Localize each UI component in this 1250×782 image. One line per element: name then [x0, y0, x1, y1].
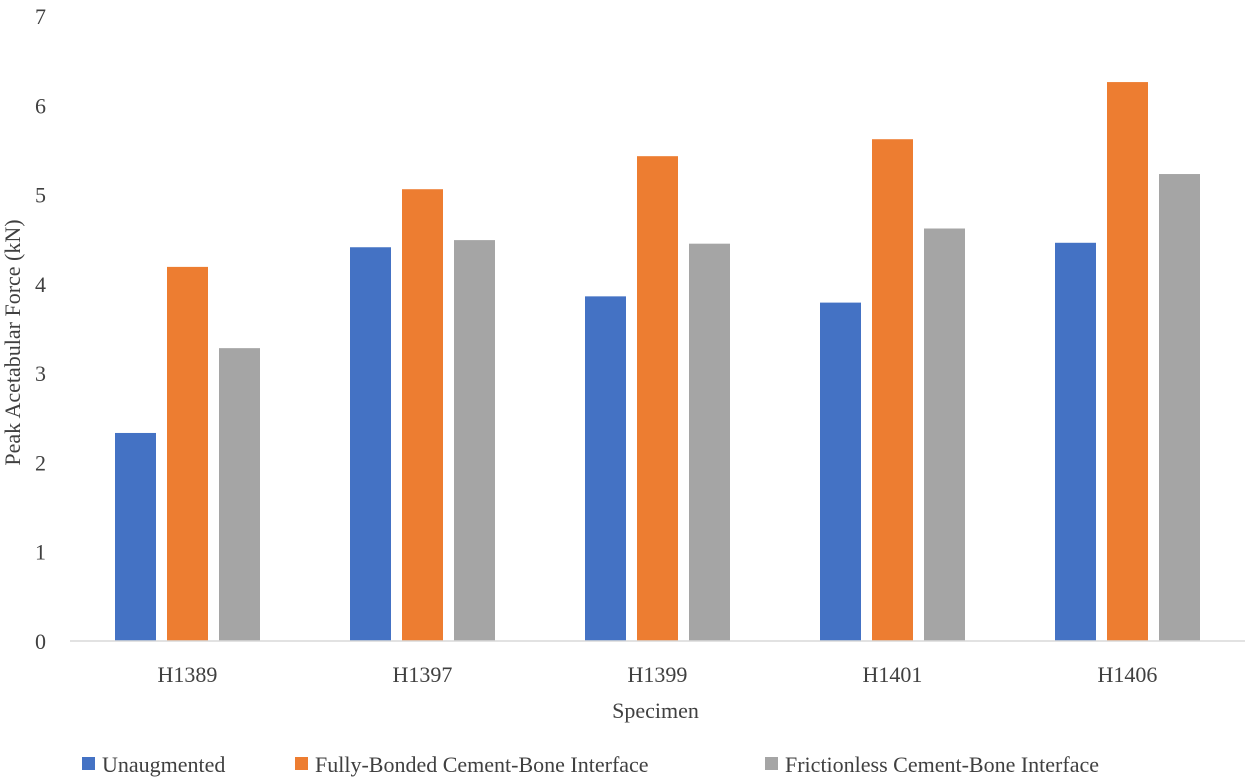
bar-h1401-series-3 [924, 228, 965, 641]
bar-h1399-series-1 [585, 296, 626, 641]
bar-h1406-series-1 [1055, 242, 1096, 642]
y-tick-label: 6 [35, 93, 46, 118]
y-tick-label: 3 [35, 361, 46, 386]
x-tick-label: H1401 [863, 662, 923, 687]
y-tick-label: 0 [35, 629, 46, 654]
bar-h1399-series-2 [637, 156, 678, 641]
y-tick-label: 2 [35, 450, 46, 475]
x-tick-label: H1399 [628, 662, 688, 687]
x-axis-ticks: H1389 H1397 H1399 H1401 H1406 [158, 662, 1158, 687]
bar-h1389-series-2 [167, 266, 208, 641]
legend-swatch [82, 757, 95, 770]
bars [115, 82, 1200, 642]
bar-h1401-series-2 [872, 139, 913, 641]
y-tick-label: 7 [35, 4, 46, 29]
x-axis-title: Specimen [612, 698, 699, 723]
bar-h1406-series-2 [1107, 82, 1148, 642]
x-tick-label: H1389 [158, 662, 218, 687]
bar-h1397-series-3 [454, 240, 495, 641]
bar-h1401-series-1 [820, 302, 861, 641]
y-tick-label: 4 [35, 272, 46, 297]
legend: Unaugmented Fully-Bonded Cement-Bone Inte… [82, 752, 1099, 777]
bar-h1399-series-3 [689, 243, 730, 641]
bar-h1397-series-2 [402, 189, 443, 641]
legend-swatch [765, 757, 778, 770]
bar-h1397-series-1 [350, 247, 391, 641]
x-tick-label: H1397 [393, 662, 453, 687]
y-tick-label: 5 [35, 183, 46, 208]
legend-swatch [295, 757, 308, 770]
y-axis-title: Peak Acetabular Force (kN) [0, 219, 25, 465]
y-tick-label: 1 [35, 540, 46, 565]
bar-h1389-series-1 [115, 432, 156, 641]
legend-label: Frictionless Cement-Bone Interface [785, 752, 1099, 777]
x-tick-label: H1406 [1098, 662, 1158, 687]
legend-label: Unaugmented [102, 752, 225, 777]
bar-h1406-series-3 [1159, 174, 1200, 642]
legend-label: Fully-Bonded Cement-Bone Interface [315, 752, 649, 777]
bar-h1389-series-3 [219, 348, 260, 641]
y-axis-ticks: 0 1 2 3 4 5 6 7 [35, 4, 46, 654]
